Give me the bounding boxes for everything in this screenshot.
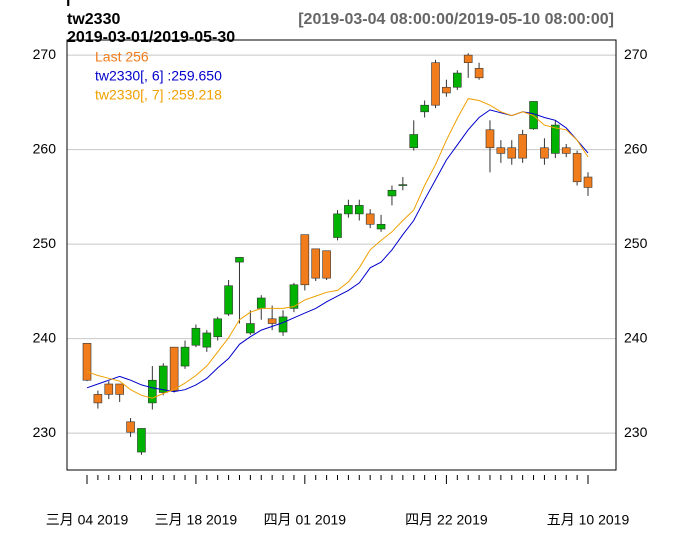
candle-body xyxy=(333,213,342,238)
candle-body xyxy=(474,68,484,79)
candle-body xyxy=(420,104,429,113)
candle-body xyxy=(561,147,571,154)
x-tick-label: 三月 18 2019 xyxy=(155,512,238,528)
candle-body xyxy=(551,124,560,154)
candle-body xyxy=(224,285,233,315)
candle-body xyxy=(213,318,222,338)
candle-body xyxy=(278,316,288,333)
candle-body xyxy=(583,176,593,188)
candle-body xyxy=(158,365,168,393)
legend-entry: Last 256 xyxy=(95,49,149,65)
candle-body xyxy=(485,129,495,149)
candle-body xyxy=(82,343,92,381)
candle-body xyxy=(202,332,212,348)
candle-body xyxy=(409,134,419,149)
candle-body xyxy=(148,379,157,404)
candle-body xyxy=(115,383,124,395)
candle-body xyxy=(365,213,375,225)
candle-body xyxy=(442,86,451,94)
candle-body xyxy=(256,297,266,309)
y-tick-label-right: 270 xyxy=(624,46,648,62)
y-tick-label: 260 xyxy=(33,140,57,156)
y-tick-label-right: 230 xyxy=(624,424,648,440)
x-tick-label: 三月 04 2019 xyxy=(46,512,129,528)
candle-body xyxy=(180,346,190,367)
y-tick-label-right: 240 xyxy=(624,329,648,345)
chart-subtitle: 2019-03-01/2019-05-30 xyxy=(67,29,235,46)
y-tick-label: 230 xyxy=(33,424,57,440)
candle-body xyxy=(191,327,201,346)
candle-body xyxy=(267,318,277,324)
corner-mark: l xyxy=(66,0,70,10)
candle-body xyxy=(137,428,146,453)
y-tick-label: 250 xyxy=(33,235,57,251)
candle-body xyxy=(322,250,331,279)
x-tick-label: 五月 10 2019 xyxy=(547,512,630,528)
candle-body xyxy=(496,147,506,154)
candle-body xyxy=(246,323,255,334)
candle-body xyxy=(300,234,310,286)
candle-body xyxy=(354,205,364,215)
candle-body xyxy=(104,383,114,395)
legend-entry: tw2330[, 6] :259.650 xyxy=(95,68,222,84)
candle-body xyxy=(289,284,299,309)
candle-body xyxy=(169,346,179,391)
candle-body xyxy=(235,257,244,263)
candle-body xyxy=(93,394,103,404)
range-label: [2019-03-04 08:00:00/2019-05-10 08:00:00… xyxy=(298,11,614,28)
y-tick-label: 240 xyxy=(33,329,57,345)
plot-frame xyxy=(66,39,617,471)
candle-body xyxy=(572,153,582,183)
candle-body xyxy=(507,147,517,159)
chart-title: tw2330 xyxy=(67,11,120,28)
y-tick-label: 270 xyxy=(33,46,57,62)
y-tick-label-right: 250 xyxy=(624,235,648,251)
candle-body xyxy=(344,205,353,215)
x-tick-label: 四月 22 2019 xyxy=(405,512,488,528)
x-tick-label: 四月 01 2019 xyxy=(264,512,347,528)
candle-body xyxy=(376,223,386,230)
candle-body xyxy=(311,248,321,279)
candle-body xyxy=(518,134,527,159)
candle-body xyxy=(126,421,135,433)
candle-body xyxy=(398,184,408,186)
candle-body xyxy=(463,54,473,63)
legend-entry: tw2330[, 7] :259.218 xyxy=(95,87,222,103)
y-tick-label-right: 260 xyxy=(624,140,648,156)
candle-body xyxy=(540,147,549,159)
candle-body xyxy=(431,62,440,106)
candle-body xyxy=(453,72,462,88)
candle-body xyxy=(387,189,397,197)
moving-average-line xyxy=(86,98,589,399)
